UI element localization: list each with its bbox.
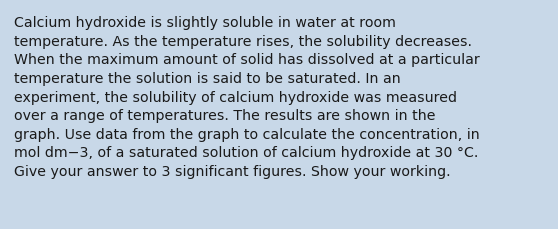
Text: Calcium hydroxide is slightly soluble in water at room
temperature. As the tempe: Calcium hydroxide is slightly soluble in… [14, 16, 480, 178]
